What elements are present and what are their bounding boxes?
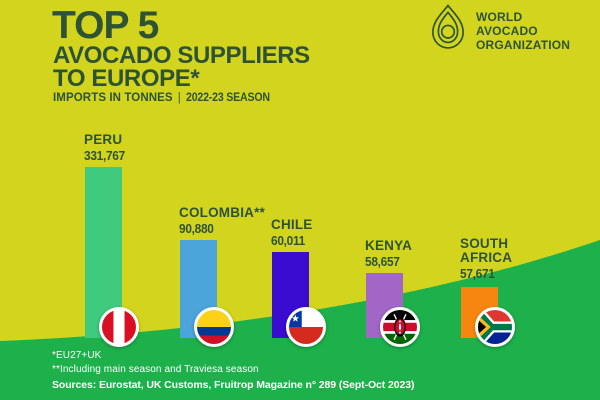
country-value: 331,767	[84, 149, 125, 164]
country-name: CHILE	[271, 217, 313, 232]
country-label-peru: PERU 331,767	[84, 132, 127, 164]
avocado-outline-icon	[432, 4, 464, 49]
subtitle-line-2: TO EUROPE*	[53, 64, 200, 92]
country-name: KENYA	[365, 238, 413, 253]
org-logo: WORLD AVOCADO ORGANIZATION	[427, 4, 570, 52]
metric-separator: |	[177, 92, 181, 104]
org-name: WORLD AVOCADO ORGANIZATION	[476, 4, 570, 52]
country-label-chile: CHILE 60,011	[271, 217, 313, 249]
footnotes: *EU27+UK **Including main season and Tra…	[52, 349, 259, 377]
subtitle-line-1: AVOCADO SUPPLIERS	[53, 42, 310, 69]
page-title: TOP 5	[52, 4, 159, 47]
country-name: COLOMBIA**	[179, 205, 265, 220]
metric-row: IMPORTS IN TONNES | 2022-23 SEASON	[53, 92, 277, 104]
peru-flag-icon	[99, 307, 139, 347]
country-label-south-africa: SOUTH AFRICA 57,671	[460, 236, 513, 282]
metric-label: IMPORTS IN TONNES	[53, 92, 173, 104]
country-label-kenya: KENYA 58,657	[365, 238, 413, 270]
season-label: 2022-23 SEASON	[185, 92, 270, 104]
page-subtitle: AVOCADO SUPPLIERS TO EUROPE*	[53, 42, 310, 92]
sources-line: Sources: Eurostat, UK Customs, Fruitrop …	[52, 379, 415, 391]
country-value: 90,880	[179, 222, 214, 237]
country-name: PERU	[84, 132, 123, 147]
country-label-colombia: COLOMBIA** 90,880	[179, 205, 265, 237]
country-value: 60,011	[271, 234, 305, 249]
country-name: SOUTH	[460, 236, 509, 251]
country-value: 57,671	[460, 267, 495, 282]
kenya-flag-icon	[380, 307, 420, 347]
country-value: 58,657	[365, 255, 400, 270]
chile-flag-icon	[286, 307, 326, 347]
south-africa-flag-icon	[475, 307, 515, 347]
org-name-line-3: ORGANIZATION	[476, 38, 571, 53]
footnote-eu27: *EU27+UK	[52, 350, 102, 361]
org-name-line-1: WORLD	[476, 10, 523, 24]
footnote-traviesa: **Including main season and Traviesa sea…	[52, 364, 259, 375]
colombia-flag-icon	[194, 307, 234, 347]
org-name-line-2: AVOCADO	[476, 24, 538, 39]
country-name: AFRICA	[460, 250, 513, 266]
